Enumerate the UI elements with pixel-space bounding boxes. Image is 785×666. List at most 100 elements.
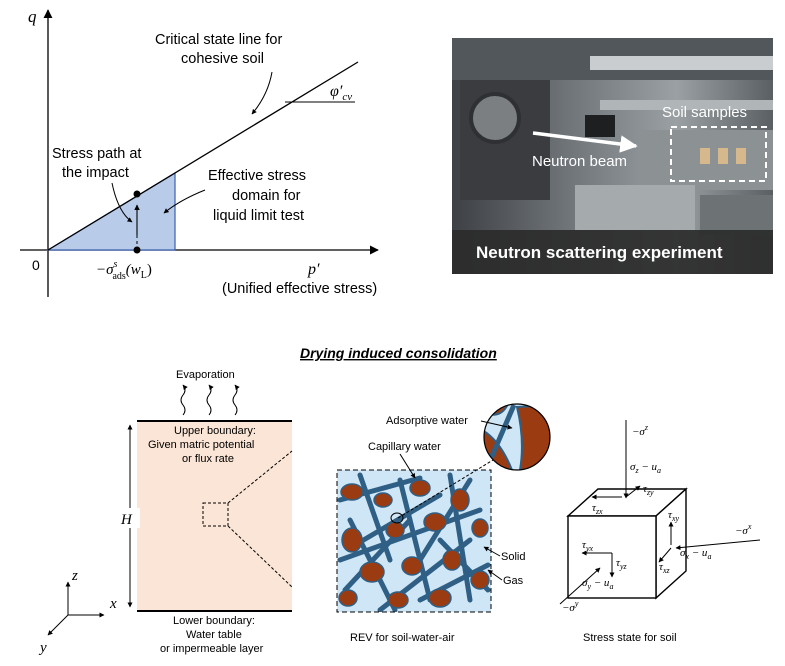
evaporation-label: Evaporation bbox=[176, 369, 235, 381]
neutron-beam-label: Neutron beam bbox=[532, 153, 627, 170]
tau-yx-label: τyx bbox=[582, 539, 593, 553]
solid-leader bbox=[483, 546, 501, 557]
domain-label-line3: liquid limit test bbox=[213, 208, 304, 224]
grain bbox=[340, 483, 364, 501]
rev-border bbox=[336, 469, 492, 613]
grain bbox=[409, 479, 431, 497]
tau-zy-arrow bbox=[625, 485, 641, 498]
adsorptive-water-label: Adsorptive water bbox=[386, 415, 468, 427]
upper-boundary-line3: or flux rate bbox=[182, 453, 234, 465]
grain bbox=[442, 549, 462, 571]
upper-boundary-line2: Given matric potential bbox=[148, 439, 254, 451]
tau-zy-sub: zy bbox=[646, 488, 654, 497]
sigma-ads-arg-sub: L bbox=[141, 270, 147, 281]
photo-detector bbox=[585, 115, 615, 137]
tau-xz-main: τ bbox=[659, 561, 664, 573]
sx-sub: x bbox=[684, 552, 689, 561]
tau-xz-arrow bbox=[658, 547, 672, 563]
csl-leader bbox=[251, 71, 273, 115]
magnify-connector bbox=[397, 459, 494, 519]
gas-label: Gas bbox=[503, 575, 524, 587]
photo-base-equipment bbox=[575, 185, 695, 230]
neutron-photo: Soil samples Neutron beam Neutron scatte… bbox=[452, 38, 773, 274]
upper-boundary-line1: Upper boundary: bbox=[174, 425, 256, 437]
friction-angle-symbol: φ′ bbox=[330, 83, 343, 100]
grain bbox=[423, 512, 447, 532]
magnified-grain-right bbox=[515, 404, 550, 470]
soil-column bbox=[137, 421, 292, 611]
soil-column-diagram: Evaporation Upper boundary: Given matric… bbox=[38, 369, 293, 656]
pore-bar bbox=[397, 477, 433, 603]
lower-boundary-line1: Lower boundary: bbox=[173, 615, 255, 627]
pore-bar bbox=[352, 492, 443, 548]
y-normal-arrow bbox=[559, 567, 601, 605]
stress-state-caption: Stress state for soil bbox=[583, 632, 677, 644]
evaporation-wave-1 bbox=[180, 384, 188, 416]
photo-caption-banner bbox=[452, 230, 773, 274]
sz-minus-u: − u bbox=[639, 461, 658, 473]
tau-zy-main: τ bbox=[643, 483, 648, 495]
sigma-ads-main: −σ bbox=[96, 262, 114, 278]
photo-sample-2 bbox=[718, 148, 728, 164]
rev-caption: REV for soil-water-air bbox=[350, 632, 455, 644]
sz-main: σ bbox=[630, 461, 636, 473]
stress-path-start-point bbox=[133, 246, 141, 254]
tau-zx-main: τ bbox=[592, 502, 597, 514]
axis-z-label: z bbox=[71, 568, 78, 584]
sigma-ads-label: −σs ads(wL) bbox=[96, 259, 152, 282]
magnified-circle-border bbox=[483, 403, 551, 471]
grain bbox=[470, 570, 490, 590]
lower-boundary-line3: or impermeable layer bbox=[160, 643, 264, 655]
right-sigma-main: −σ bbox=[735, 525, 748, 537]
capillary-water-label: Capillary water bbox=[368, 441, 441, 453]
stress-path-leader bbox=[111, 182, 133, 223]
sy-minus-u: − u bbox=[591, 577, 610, 589]
rev-diagram: Adsorptive water Capillary water Solid G… bbox=[336, 403, 551, 644]
p-axis-label: p′ bbox=[307, 261, 320, 278]
top-sigma-sup: z bbox=[644, 423, 649, 432]
photo-caption: Neutron scattering experiment bbox=[476, 243, 723, 262]
sz-ua-label: σz − ua bbox=[630, 461, 661, 475]
tau-xz-label: τxz bbox=[659, 561, 670, 575]
critical-state-line bbox=[47, 61, 359, 251]
tau-yz-label: τyz bbox=[616, 557, 627, 571]
q-axis-label: q bbox=[28, 7, 37, 26]
grain bbox=[373, 492, 393, 508]
tau-xz-sub: xz bbox=[662, 566, 671, 575]
solid-grains bbox=[338, 479, 490, 609]
grain bbox=[338, 589, 358, 607]
sz-ua-sub: a bbox=[657, 466, 661, 475]
evaporation-wave-2 bbox=[206, 384, 214, 416]
height-label-bg bbox=[120, 508, 140, 528]
grain bbox=[471, 518, 489, 538]
sx-main: σ bbox=[680, 547, 686, 559]
magnify-source bbox=[390, 512, 404, 524]
axis-y-label: y bbox=[38, 640, 47, 656]
sy-sub: y bbox=[586, 582, 591, 591]
grain bbox=[387, 591, 409, 609]
height-label: H bbox=[120, 512, 133, 528]
sz-sub: z bbox=[634, 466, 639, 475]
top-sigma-main: −σ bbox=[632, 426, 645, 438]
sy-ua-label: σy − ua bbox=[582, 577, 613, 591]
sx-minus-u: − u bbox=[689, 547, 708, 559]
tau-yx-main: τ bbox=[582, 539, 587, 551]
stress-path-label-line1: Stress path at bbox=[52, 146, 141, 162]
soil-samples-box bbox=[670, 126, 767, 182]
soil-samples-label: Soil samples bbox=[662, 104, 747, 121]
lower-boundary-line2: Water table bbox=[186, 629, 242, 641]
gas-leader bbox=[487, 569, 503, 581]
tau-xy-sub: xy bbox=[671, 514, 680, 523]
origin-label: 0 bbox=[32, 257, 40, 273]
grain bbox=[385, 521, 405, 539]
drying-title: Drying induced consolidation bbox=[300, 345, 497, 361]
stress-path-label-line2: the impact bbox=[62, 165, 129, 181]
axis-x-label: x bbox=[109, 596, 117, 612]
x-axis-caption: (Unified effective stress) bbox=[222, 281, 377, 297]
tau-yz-sub: yz bbox=[619, 562, 628, 571]
photo-cabinet bbox=[700, 195, 773, 235]
tau-yz-main: τ bbox=[616, 557, 621, 569]
grain bbox=[401, 556, 423, 576]
axis-y-arrow bbox=[47, 614, 69, 636]
qp-plot: q 0 p′ (Unified effective stress) Critic… bbox=[20, 7, 379, 297]
